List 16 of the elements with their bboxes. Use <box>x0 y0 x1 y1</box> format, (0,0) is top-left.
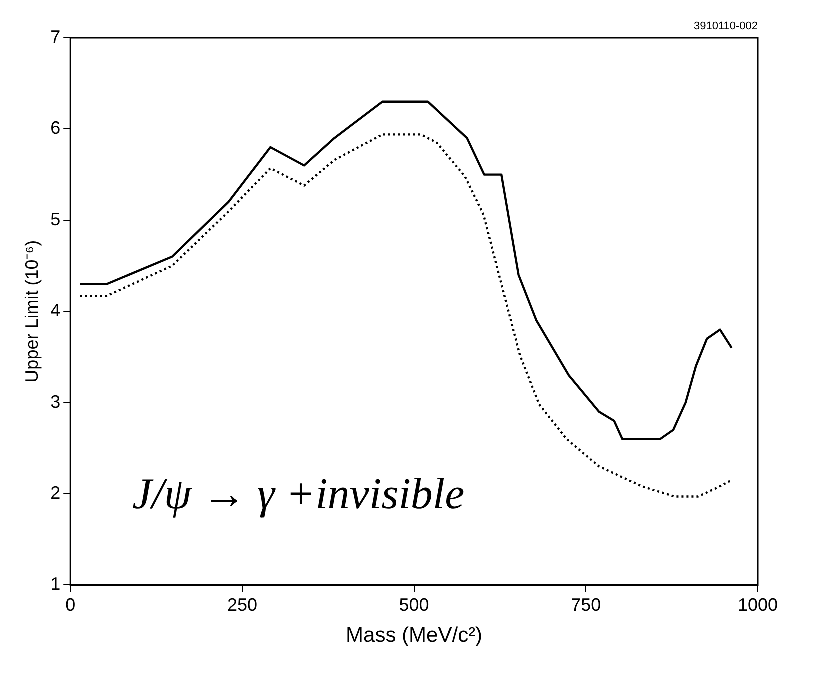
y-tick-label: 7 <box>50 26 61 47</box>
y-tick-label: 4 <box>50 300 61 321</box>
x-tick-label: 500 <box>399 594 430 615</box>
x-tick-label: 750 <box>571 594 602 615</box>
y-axis-title: Upper Limit (10⁻⁶) <box>22 240 42 383</box>
y-tick-label: 1 <box>50 574 61 594</box>
y-tick-label: 6 <box>50 118 61 138</box>
annotation: J/ψ → γ +invisible <box>132 470 465 519</box>
x-axis-title: Mass (MeV/c²) <box>346 624 483 648</box>
y-tick-label: 5 <box>50 209 61 230</box>
text: 3910110-002 <box>694 20 758 33</box>
x-tick-label: 250 <box>227 594 258 615</box>
y-tick-label: 2 <box>50 482 61 503</box>
y-tick-label: 3 <box>50 392 61 412</box>
x-tick-label: 0 <box>66 594 76 615</box>
x-tick-label: 1000 <box>738 594 778 615</box>
